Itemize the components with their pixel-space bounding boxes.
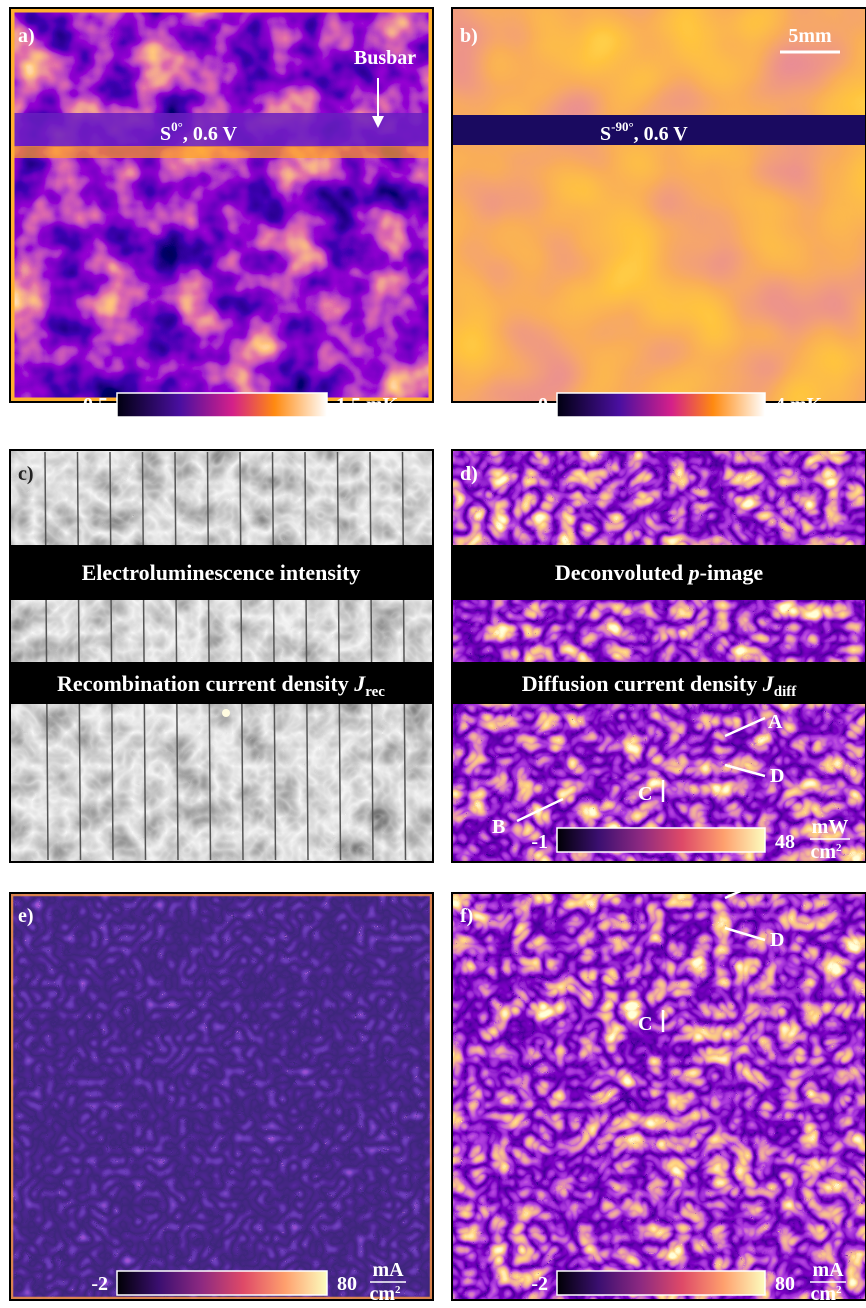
panel-label: c) — [18, 463, 34, 485]
colorbar-min: 0 — [538, 394, 548, 416]
panel-b: b) 5mm S-90°, 0.6 V 0 4 mK — [452, 8, 866, 417]
colorbar-min: -2 — [531, 1273, 548, 1295]
unit-denominator: cm2 — [369, 1283, 401, 1305]
colorbar — [117, 1271, 327, 1295]
panel-title: Electroluminescence intensity — [82, 560, 361, 585]
panel-d: d) Deconvoluted p-image B A D C -1 48 mW… — [452, 450, 866, 863]
panel-label: e) — [18, 905, 34, 927]
busbar-edge — [12, 146, 431, 158]
current-image — [452, 893, 866, 1300]
panel-a: a) S0°, 0.6 V Busbar -0.5 1.5 mK — [10, 8, 433, 417]
colorbar — [117, 393, 327, 417]
colorbar-max: 80 — [775, 1273, 795, 1295]
scale-bar-label: 5mm — [788, 25, 832, 47]
power-image — [452, 450, 866, 862]
busbar-label: Busbar — [354, 47, 416, 69]
colorbar-max: 48 — [775, 831, 795, 853]
unit-numerator: mA — [812, 1259, 844, 1281]
marker-label: C — [638, 783, 652, 805]
panel-label: f) — [460, 905, 473, 927]
marker-label: D — [770, 929, 784, 951]
colorbar — [557, 393, 765, 417]
marker-label: C — [638, 1013, 652, 1035]
panel-title: Recombination current density Jrec — [57, 671, 385, 700]
colorbar-min: -1 — [531, 831, 548, 853]
figure: a) S0°, 0.6 V Busbar -0.5 1.5 mK b) 5mm … — [0, 0, 866, 1308]
colorbar — [557, 828, 765, 852]
colorbar-max: 4 mK — [775, 394, 823, 416]
panel-c: c) Electroluminescence intensity — [10, 450, 433, 862]
unit-denominator: cm2 — [810, 1283, 842, 1305]
panel-label: d) — [460, 463, 478, 485]
marker-label: A — [768, 873, 783, 895]
marker-label: D — [770, 765, 784, 787]
colorbar — [557, 1271, 765, 1295]
panel-label: a) — [18, 25, 35, 47]
panel-title: Deconvoluted p-image — [555, 560, 764, 585]
unit-numerator: mW — [812, 816, 849, 838]
current-image — [10, 893, 433, 1300]
colorbar-min: -2 — [91, 1273, 108, 1295]
panel-label: b) — [460, 25, 478, 47]
marker-label: A — [768, 711, 783, 733]
unit-numerator: mA — [372, 1259, 404, 1281]
marker-label: B — [492, 816, 505, 838]
thermal-image — [452, 8, 866, 402]
colorbar-max: 1.5 mK — [336, 394, 399, 416]
panel-title: Diffusion current density Jdiff — [522, 671, 798, 700]
colorbar-max: 80 — [337, 1273, 357, 1295]
hot-spot — [222, 709, 230, 717]
colorbar-min: -0.5 — [76, 394, 108, 416]
el-image — [10, 450, 433, 862]
